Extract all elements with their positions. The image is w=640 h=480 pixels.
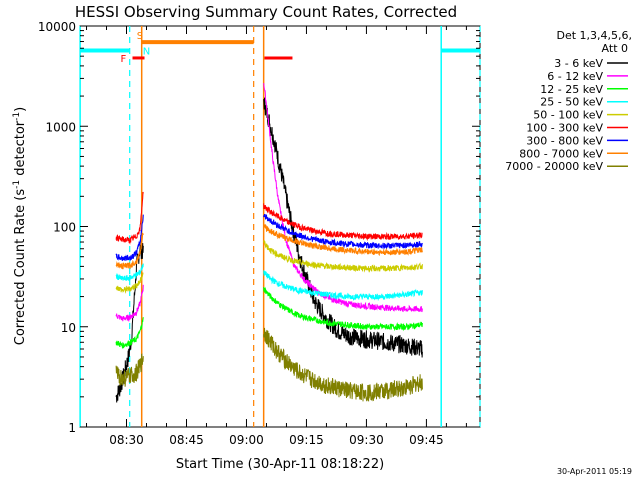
legend-header-line1: Det 1,3,4,5,6,: [556, 29, 632, 42]
series-line: [263, 97, 423, 358]
series-line: [115, 232, 144, 270]
x-tick-label: 08:30: [109, 433, 144, 447]
legend-header-line2: Att 0: [602, 42, 628, 55]
series-line: [263, 223, 423, 257]
night-flag-label: N: [143, 46, 150, 57]
series-line: [115, 272, 144, 294]
series-layer: [115, 83, 423, 403]
saa-flag-label: S: [137, 31, 143, 42]
legend-label: 100 - 300 keV: [526, 122, 603, 135]
y-axis-label-end: ): [13, 107, 28, 112]
y-axis-label-main: Corrected Count Rate (s: [13, 189, 28, 346]
y-axis-label-mid: detector: [13, 120, 28, 180]
x-tick-label: 09:45: [409, 433, 444, 447]
series-line: [115, 191, 144, 245]
x-tick-label: 09:15: [289, 433, 324, 447]
timestamp: 30-Apr-2011 05:19: [557, 467, 632, 476]
series-line: [115, 263, 144, 281]
series-line: [115, 317, 144, 349]
legend-label: 3 - 6 keV: [554, 57, 603, 70]
legend-label: 6 - 12 keV: [547, 70, 603, 83]
y-tick-label: 1: [68, 421, 76, 435]
series-line: [115, 214, 144, 261]
series-line: [263, 213, 423, 250]
svg-text:Corrected Count Rate (s-1 dete: Corrected Count Rate (s-1 detector-1): [12, 107, 28, 345]
legend-label: 300 - 800 keV: [526, 134, 603, 147]
series-line: [263, 327, 423, 402]
series-line: [263, 83, 423, 313]
annotation-layer: F SN: [79, 26, 481, 427]
y-tick-label: 10000: [38, 20, 76, 34]
x-axis-label: Start Time (30-Apr-11 08:18:22): [176, 457, 384, 472]
y-tick-label: 100: [53, 221, 76, 235]
y-axis: 1 10 100 1000 10000: [38, 20, 480, 435]
series-line: [263, 270, 423, 302]
y-axis-label: Corrected Count Rate (s-1 detector-1): [12, 107, 28, 345]
x-axis: 08:30 08:45 09:00 09:15 09:30 09:45: [86, 26, 467, 447]
series-line: [115, 353, 144, 387]
x-tick-label: 08:45: [169, 433, 204, 447]
legend-label: 50 - 100 keV: [533, 109, 603, 122]
chart-title: HESSI Observing Summary Count Rates, Cor…: [75, 3, 457, 21]
series-line: [263, 286, 423, 332]
y-tick-label: 1000: [45, 120, 76, 134]
y-axis-label-sup2: -1: [12, 112, 22, 121]
series-line: [115, 284, 144, 323]
flare-flag-label: F: [121, 54, 127, 65]
y-tick-label: 10: [61, 321, 76, 335]
series-line: [263, 203, 423, 242]
series-line: [263, 240, 423, 273]
legend-label: 800 - 7000 keV: [519, 147, 603, 160]
x-tick-label: 09:00: [229, 433, 264, 447]
legend-label: 7000 - 20000 keV: [505, 160, 603, 173]
legend-label: 12 - 25 keV: [540, 83, 603, 96]
legend-label: 25 - 50 keV: [540, 96, 603, 109]
y-axis-label-sup1: -1: [12, 180, 22, 189]
x-tick-label: 09:30: [349, 433, 384, 447]
